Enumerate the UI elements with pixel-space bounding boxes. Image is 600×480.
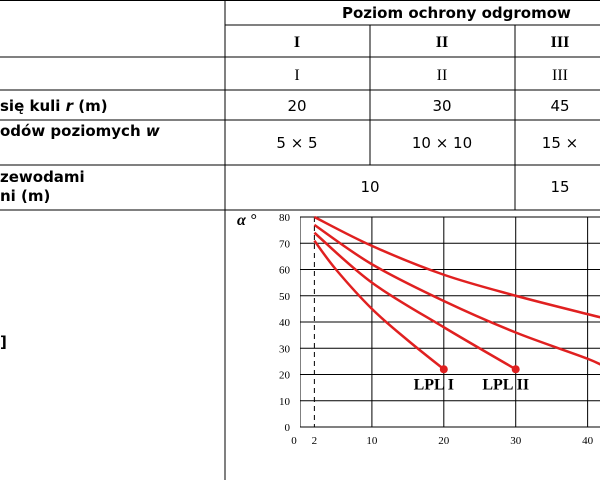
level: II — [437, 67, 448, 84]
end-point — [511, 365, 520, 374]
cell: 20 — [287, 97, 306, 115]
level: I — [294, 67, 299, 84]
y-tick-label: 80 — [279, 212, 291, 224]
level-bold: I — [294, 34, 300, 51]
series-label: LPL II — [482, 376, 529, 393]
cell: 5 × 5 — [276, 134, 317, 152]
label-part: odów poziomych — [0, 122, 146, 140]
level-bold: II — [436, 34, 448, 51]
cell: 10 — [360, 178, 379, 196]
y-axis-label: α ° — [237, 212, 257, 229]
cell: 10 × 10 — [412, 134, 472, 152]
chart — [300, 215, 600, 428]
y-tick-label: 70 — [279, 238, 291, 250]
cell: 15 × — [542, 134, 578, 152]
y-tick-label: 10 — [279, 396, 291, 408]
curve — [313, 231, 517, 371]
label-part: się kuli — [0, 97, 66, 115]
y-tick-label: 50 — [279, 291, 291, 303]
series-label: LPL I — [414, 376, 454, 393]
row-label: się kuli r (m) — [0, 97, 108, 115]
cell: 15 — [550, 178, 569, 196]
cell: 30 — [432, 97, 451, 115]
level-bold: III — [551, 34, 570, 51]
level: III — [552, 67, 568, 84]
curve — [313, 239, 445, 371]
row-label: ] — [0, 333, 7, 351]
row-label: odów poziomych w — [0, 122, 160, 140]
x-tick-label: 0 — [291, 435, 297, 447]
y-tick-label: 40 — [279, 317, 291, 329]
x-tick-label: 40 — [582, 435, 594, 447]
cell: 45 — [550, 97, 569, 115]
y-tick-label: 0 — [285, 422, 291, 434]
label-part: (m) — [73, 97, 108, 115]
end-point — [439, 365, 448, 374]
y-tick-label: 60 — [279, 265, 291, 277]
label-part: w — [146, 122, 160, 140]
x-tick-label: 20 — [438, 435, 450, 447]
x-tick-label: 2 — [312, 435, 318, 447]
x-tick-label: 10 — [366, 435, 378, 447]
y-tick-label: 20 — [279, 370, 291, 382]
curve — [313, 223, 600, 366]
label-part: r — [66, 97, 75, 115]
x-tick-label: 30 — [510, 435, 522, 447]
header: Poziom ochrony odgromow — [342, 4, 571, 22]
row-label: zewodami — [0, 168, 85, 186]
curve — [313, 215, 600, 319]
y-tick-label: 30 — [279, 343, 291, 355]
row-label: ni (m) — [0, 187, 50, 205]
